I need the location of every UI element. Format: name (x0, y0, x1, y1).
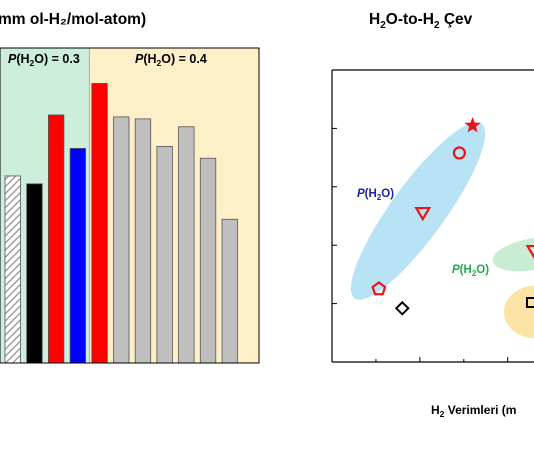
group-label-p01: P(H2O) (357, 188, 394, 202)
region-p04 (504, 286, 534, 338)
point-clipped-square (526, 297, 534, 308)
bar-1 (26, 183, 43, 364)
bar-3 (69, 148, 86, 364)
bar-0 (4, 175, 21, 364)
group-label-1: P(H2O) = 0.4 (135, 52, 207, 68)
bar-9 (199, 157, 217, 364)
bar-6 (134, 118, 152, 364)
bar-5 (113, 116, 130, 364)
scatter-chart-title: H2O-to-H2 Çev (369, 11, 473, 31)
point-pco-2 (414, 206, 432, 222)
point-pco-5 (525, 244, 534, 260)
scatter-chart-panel: H2O-to-H2 Çev P(H2O) P(H2O) H2 Verimleri … (331, 11, 534, 419)
group-label-p03: P(H2O) (452, 264, 489, 278)
group-label-0: P(H2O) = 0.3 (8, 52, 80, 68)
point-ceria-3 (371, 281, 387, 296)
region-p03 (492, 236, 534, 272)
bar-10 (221, 218, 238, 364)
bar-chart-panel: mm ol-H₂/mol-atom) P(H2O) = 0.3 P(H2O) = … (0, 11, 260, 364)
point-hercynite-4 (394, 300, 410, 316)
bar-2 (48, 114, 65, 364)
bar-7 (156, 146, 173, 364)
bar-chart-title: mm ol-H₂/mol-atom) (0, 11, 146, 28)
point-mmcf45-1 (452, 146, 466, 160)
point-mmcf35-0 (464, 116, 481, 133)
bar-plot-frame (0, 47, 260, 364)
x-axis-label: H2 Verimleri (m (431, 403, 516, 419)
bar-4 (91, 83, 108, 364)
bar-8 (178, 126, 195, 364)
